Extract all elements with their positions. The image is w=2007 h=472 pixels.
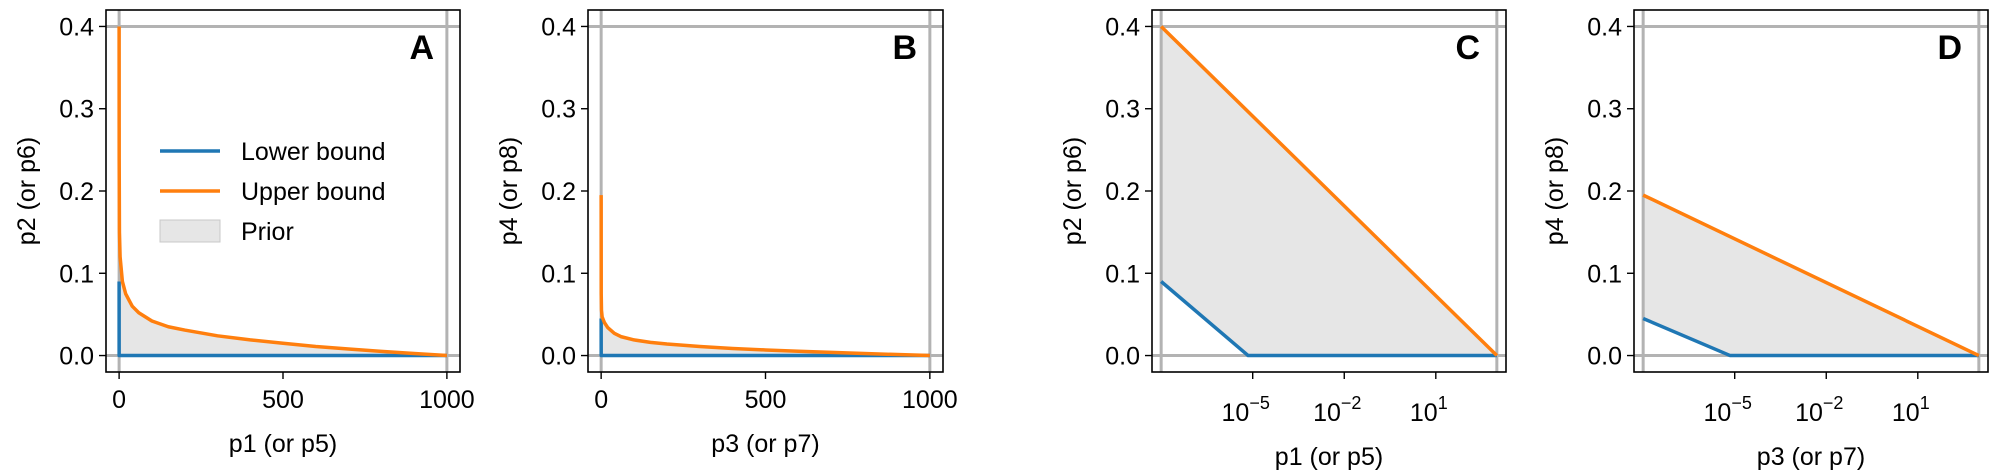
y-tick-label: 0.3 (541, 96, 576, 124)
y-axis-label: p4 (or p8) (1541, 137, 1569, 245)
x-tick-label: 10−2 (1313, 393, 1361, 427)
lower-bound-line (1160, 280, 1497, 358)
y-tick-label: 0.0 (1105, 343, 1140, 371)
y-tick-label: 0.4 (1105, 13, 1140, 41)
plot-area (1634, 10, 1988, 372)
y-tick-label: 0.3 (1587, 96, 1622, 124)
x-tick-label: 1000 (419, 386, 475, 414)
y-tick-label: 0.1 (59, 260, 94, 288)
x-axis-label: p1 (or p5) (1275, 443, 1383, 471)
y-tick-label: 0.1 (1587, 260, 1622, 288)
x-tick-label: 0 (112, 386, 126, 414)
y-tick-label: 0.4 (541, 13, 576, 41)
lower-bound-line (1642, 316, 1979, 358)
legend: Lower bound Upper bound Prior (159, 138, 386, 246)
plot-area (106, 10, 460, 372)
panel-letter: C (1455, 29, 1480, 67)
x-tick-label: 101 (1410, 393, 1448, 427)
upper-bound-line (117, 26, 447, 358)
x-tick-label: 10−5 (1222, 393, 1270, 427)
x-tick-label: 1000 (902, 386, 958, 414)
y-axis-label: p4 (or p8) (495, 137, 523, 245)
legend-label: Upper bound (241, 178, 386, 206)
upper-bound-line (1159, 25, 1499, 357)
x-tick-label: 500 (262, 386, 304, 414)
y-tick-label: 0.0 (59, 343, 94, 371)
x-tick-label: 0 (594, 386, 608, 414)
panel-a: 0.0 0.1 0.2 0.3 0.4 0 500 1000 p1 (or p5) p2 (or … (13, 9, 475, 458)
upper-bound-line (1642, 193, 1980, 358)
x-axis-label: p1 (or p5) (229, 430, 337, 458)
y-tick-label: 0.4 (1587, 13, 1622, 41)
x-tick-label: 10−5 (1704, 393, 1752, 427)
y-tick-label: 0.4 (59, 13, 94, 41)
lower-bound-line (117, 281, 447, 358)
panel-letter: A (409, 29, 434, 67)
y-tick-label: 0.3 (1105, 96, 1140, 124)
x-axis-label: p3 (or p7) (711, 430, 819, 458)
panel-d: 0.0 0.1 0.2 0.3 0.4 10−5 10−2 101 p3 (or p7) p4 (… (1541, 9, 1989, 471)
panel-letter: D (1937, 29, 1962, 67)
lower-bound-line (599, 318, 930, 358)
plot-area (588, 10, 943, 372)
y-tick-label: 0.0 (1587, 343, 1622, 371)
y-axis-label: p2 (or p6) (1059, 137, 1087, 245)
plot-area (1152, 10, 1506, 372)
legend-label: Prior (241, 218, 294, 246)
upper-bound-line (599, 195, 930, 358)
y-tick-label: 0.2 (1587, 178, 1622, 206)
x-tick-label: 101 (1892, 393, 1930, 427)
y-tick-label: 0.0 (541, 343, 576, 371)
legend-swatch-prior (159, 219, 221, 243)
y-tick-label: 0.1 (1105, 260, 1140, 288)
y-tick-label: 0.1 (541, 260, 576, 288)
panel-c: 0.0 0.1 0.2 0.3 0.4 10−5 10−2 101 p1 (or p5) p2 (… (1059, 9, 1507, 471)
y-tick-label: 0.2 (59, 178, 94, 206)
axes-frame (587, 9, 944, 373)
prior-region (600, 195, 930, 357)
y-tick-label: 0.2 (1105, 178, 1140, 206)
y-axis-label: p2 (or p6) (13, 137, 41, 245)
x-tick-label: 500 (745, 386, 787, 414)
legend-label: Lower bound (241, 138, 386, 166)
x-tick-label: 10−2 (1795, 393, 1843, 427)
panel-b: 0.0 0.1 0.2 0.3 0.4 0 500 1000 p3 (or p7) p4 (or … (495, 9, 958, 458)
y-tick-label: 0.3 (59, 96, 94, 124)
panel-letter: B (892, 29, 917, 67)
y-tick-label: 0.2 (541, 178, 576, 206)
x-axis-label: p3 (or p7) (1757, 443, 1865, 471)
